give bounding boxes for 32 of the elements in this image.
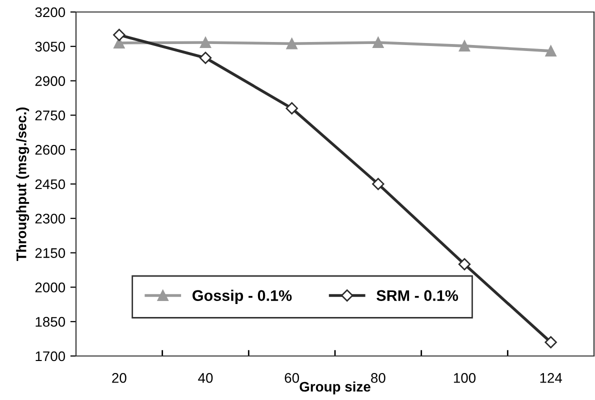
- x-tick-label: 20: [112, 373, 126, 383]
- y-tick-label: 1850: [36, 316, 66, 327]
- y-tick-label: 3050: [35, 42, 66, 52]
- x-tick-label: 60: [284, 373, 300, 383]
- y-tick-label: 2750: [35, 110, 66, 120]
- x-tick-label: 100: [454, 373, 476, 383]
- legend-label: Gossip - 0.1%: [192, 290, 292, 304]
- point: [113, 28, 126, 42]
- y-tick-label: 3200: [35, 7, 66, 18]
- point: [545, 45, 556, 57]
- y-tick-label: 2300: [35, 214, 66, 224]
- point: [199, 52, 212, 64]
- y-tick-label: 2450: [35, 179, 66, 190]
- point: [372, 36, 384, 48]
- point: [372, 178, 384, 190]
- point: [544, 336, 557, 348]
- point: [286, 38, 298, 50]
- point: [458, 40, 470, 52]
- point: [458, 258, 471, 270]
- y-tick-label: 2900: [35, 76, 66, 86]
- y-tick-label: 2000: [35, 282, 66, 292]
- x-axis-title: Group size: [300, 381, 370, 394]
- y-tick-label: 2150: [35, 248, 66, 258]
- legend-label: SRM - 0.1%: [376, 290, 458, 301]
- x-tick-label: 80: [371, 373, 386, 383]
- x-tick-label: 40: [198, 373, 213, 383]
- y-tick-label: 2600: [35, 144, 66, 155]
- y-axis-title: Throughput (msg./sec.): [16, 108, 30, 261]
- x-tick-label: 124: [540, 373, 562, 383]
- point: [286, 102, 298, 114]
- y-tick-label: 1700: [36, 351, 66, 362]
- point: [200, 36, 212, 48]
